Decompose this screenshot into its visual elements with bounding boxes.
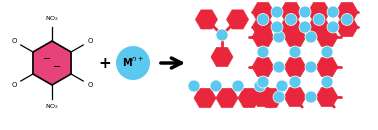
Circle shape <box>257 76 269 88</box>
Circle shape <box>254 80 266 92</box>
Circle shape <box>305 61 317 73</box>
Text: −: − <box>53 62 61 72</box>
Circle shape <box>273 61 285 73</box>
Text: O: O <box>11 38 17 44</box>
Polygon shape <box>211 47 233 67</box>
Circle shape <box>210 80 222 92</box>
Polygon shape <box>195 10 217 29</box>
Circle shape <box>305 91 317 103</box>
Circle shape <box>305 31 317 43</box>
Polygon shape <box>252 57 274 77</box>
Polygon shape <box>284 87 306 106</box>
Polygon shape <box>252 17 274 37</box>
Polygon shape <box>308 2 330 22</box>
Polygon shape <box>260 89 282 108</box>
Circle shape <box>273 91 285 103</box>
Circle shape <box>289 46 301 58</box>
Text: M$^{n+}$: M$^{n+}$ <box>122 56 144 69</box>
Polygon shape <box>226 10 249 29</box>
Circle shape <box>232 80 244 92</box>
Circle shape <box>116 46 150 80</box>
Text: NO$_2$: NO$_2$ <box>45 103 59 111</box>
Polygon shape <box>284 27 306 47</box>
Polygon shape <box>316 57 338 77</box>
Polygon shape <box>194 89 216 108</box>
Circle shape <box>257 46 269 58</box>
Text: O: O <box>87 82 93 88</box>
Text: +: + <box>99 56 112 70</box>
Text: O: O <box>87 38 93 44</box>
Circle shape <box>313 14 325 25</box>
Polygon shape <box>252 87 274 106</box>
FancyArrowPatch shape <box>161 58 181 68</box>
Circle shape <box>276 80 288 92</box>
Polygon shape <box>336 17 358 37</box>
Polygon shape <box>316 87 338 106</box>
Circle shape <box>257 14 269 25</box>
Polygon shape <box>252 2 274 22</box>
Circle shape <box>271 21 283 33</box>
Circle shape <box>321 46 333 58</box>
Circle shape <box>273 31 285 43</box>
Polygon shape <box>280 17 302 37</box>
Circle shape <box>188 80 200 92</box>
Text: NO$_2$: NO$_2$ <box>45 15 59 23</box>
Polygon shape <box>336 2 358 22</box>
Polygon shape <box>33 41 71 85</box>
Circle shape <box>271 6 283 18</box>
Text: −: − <box>43 54 51 64</box>
Polygon shape <box>216 89 238 108</box>
Polygon shape <box>308 17 330 37</box>
Circle shape <box>299 21 311 33</box>
Circle shape <box>289 76 301 88</box>
Circle shape <box>327 6 339 18</box>
Circle shape <box>341 14 353 25</box>
Circle shape <box>216 29 228 41</box>
Circle shape <box>299 6 311 18</box>
Circle shape <box>321 76 333 88</box>
Circle shape <box>285 14 297 25</box>
Polygon shape <box>284 57 306 77</box>
Polygon shape <box>238 89 260 108</box>
Circle shape <box>327 21 339 33</box>
Polygon shape <box>316 27 338 47</box>
Polygon shape <box>252 27 274 47</box>
Text: O: O <box>11 82 17 88</box>
Polygon shape <box>280 2 302 22</box>
